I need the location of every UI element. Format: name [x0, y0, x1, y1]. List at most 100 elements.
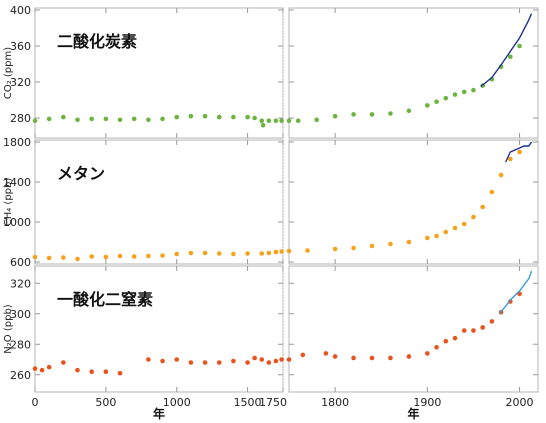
- y-tick-label: 320: [10, 277, 31, 290]
- y-axis-title: CO₂ (ppm): [3, 47, 14, 99]
- data-point: [425, 351, 430, 356]
- measurement-line: [505, 141, 533, 163]
- data-point: [452, 335, 458, 341]
- data-point: [32, 118, 38, 123]
- data-point: [266, 360, 272, 365]
- data-point: [75, 256, 80, 262]
- measurement-line: [480, 13, 533, 88]
- data-point: [89, 369, 94, 375]
- x-axis-title-early: 年: [153, 406, 165, 421]
- data-point: [46, 364, 52, 370]
- data-point: [103, 369, 109, 375]
- data-point: [489, 319, 495, 324]
- data-point: [245, 114, 250, 120]
- data-point: [434, 345, 439, 350]
- data-point: [32, 366, 38, 371]
- y-axis-title: N₂O (ppb): [3, 304, 14, 353]
- y-tick-label: 280: [10, 112, 31, 125]
- data-point: [406, 108, 412, 114]
- data-point: [188, 360, 194, 365]
- data-point: [202, 250, 208, 256]
- data-point: [369, 243, 375, 249]
- data-point: [471, 328, 476, 333]
- data-point: [517, 43, 522, 49]
- data-point: [508, 156, 513, 162]
- data-point: [295, 118, 301, 123]
- data-point: [443, 338, 449, 344]
- data-point: [471, 214, 476, 220]
- data-point: [388, 111, 393, 116]
- data-point: [443, 229, 449, 235]
- y-axis-title: CH₄ (ppb): [3, 178, 14, 227]
- data-point: [75, 117, 80, 123]
- data-point: [480, 325, 485, 330]
- data-point: [471, 87, 476, 93]
- data-point: [245, 360, 250, 365]
- data-point: [332, 246, 338, 252]
- data-point: [323, 351, 329, 356]
- data-point: [305, 248, 310, 253]
- y-tick-label: 1400: [3, 176, 31, 189]
- data-point: [517, 149, 522, 155]
- data-point: [188, 250, 194, 256]
- y-tick-label: 280: [10, 338, 31, 351]
- y-tick-label: 260: [10, 369, 31, 382]
- data-point: [245, 251, 250, 256]
- data-point: [480, 204, 485, 210]
- data-point: [252, 115, 257, 121]
- data-point: [461, 89, 467, 95]
- x-axis-title-recent: 年: [407, 406, 419, 421]
- data-point: [75, 367, 80, 373]
- data-point: [252, 355, 257, 361]
- y-tick-label: 400: [10, 4, 31, 17]
- data-point: [146, 117, 151, 123]
- data-point: [286, 248, 292, 254]
- data-point: [46, 255, 52, 261]
- data-point: [425, 103, 430, 108]
- data-point: [89, 116, 94, 122]
- data-point: [131, 254, 137, 259]
- y-tick-label: 1800: [3, 136, 31, 149]
- data-point: [117, 253, 123, 259]
- panel-title: 一酸化二窒素: [57, 290, 153, 309]
- y-tick-label: 1000: [3, 216, 31, 229]
- data-point: [452, 92, 458, 97]
- data-point: [351, 112, 356, 117]
- data-point: [216, 251, 222, 256]
- data-point: [369, 112, 375, 117]
- data-point: [461, 221, 467, 227]
- y-tick-label: 360: [10, 40, 31, 53]
- x-tick-label: 1800: [321, 396, 349, 409]
- data-point: [314, 117, 319, 123]
- panel-recent-2: [288, 139, 539, 265]
- y-tick-label: 300: [10, 308, 31, 321]
- x-tick-label: 1000: [163, 396, 191, 409]
- data-point: [508, 54, 513, 60]
- data-point: [39, 367, 45, 373]
- x-tick-label: 2000: [506, 396, 534, 409]
- data-point: [259, 357, 265, 362]
- data-point: [174, 251, 180, 257]
- panel-recent-3: [288, 265, 539, 393]
- data-point: [406, 354, 412, 359]
- data-point: [61, 114, 66, 120]
- panel-early-1: [34, 7, 284, 139]
- data-point: [425, 235, 430, 241]
- data-point: [332, 354, 338, 359]
- data-point: [406, 239, 412, 245]
- data-point: [202, 113, 208, 119]
- data-point: [216, 360, 222, 365]
- data-point: [231, 251, 236, 257]
- data-point: [231, 114, 236, 120]
- x-tick-label: 1900: [413, 396, 441, 409]
- data-point: [286, 118, 292, 123]
- data-point: [202, 360, 208, 365]
- panel-title: 二酸化炭素: [57, 32, 137, 51]
- data-point: [259, 251, 265, 256]
- panel-early-2: [34, 139, 284, 265]
- data-point: [273, 249, 279, 255]
- data-point: [174, 114, 180, 120]
- data-point: [117, 117, 123, 123]
- data-point: [351, 355, 356, 361]
